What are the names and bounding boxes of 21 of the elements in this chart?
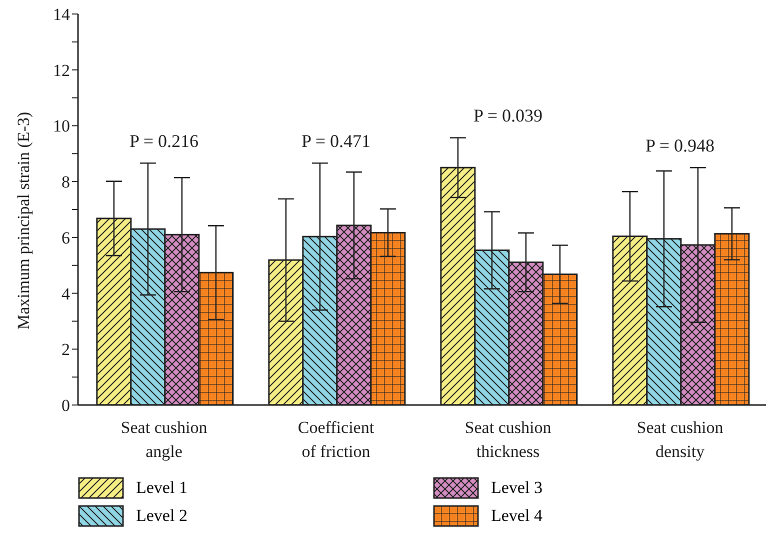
- annotation: P = 0.471: [302, 131, 370, 152]
- legend-label: Level 4: [491, 506, 542, 526]
- y-tick-label: 2: [62, 340, 70, 360]
- annotation: P = 0.039: [474, 106, 542, 126]
- y-tick-label: 14: [53, 5, 70, 24]
- x-tick-label: Coefficient of friction: [298, 418, 374, 461]
- annotation: P = 0.216: [130, 131, 198, 152]
- annotation: P = 0.948: [646, 136, 714, 156]
- x-tick-label: Seat cushion angle: [120, 418, 208, 461]
- y-tick-label: 6: [62, 228, 70, 248]
- y-tick-label: 8: [62, 172, 70, 192]
- y-tick-label: 12: [53, 60, 70, 80]
- x-tick-label: Seat cushion thickness: [464, 418, 552, 461]
- y-tick-label: 10: [53, 116, 70, 136]
- legend-label: Level 2: [136, 506, 188, 526]
- x-tick-label: Seat cushion density: [636, 418, 724, 461]
- legend-label: Level 3: [491, 478, 542, 498]
- y-axis-title: Maximum principal strain (E-3): [14, 112, 34, 330]
- y-tick-label: 0: [62, 396, 70, 416]
- y-tick-label: 4: [62, 284, 70, 304]
- legend-label: Level 1: [136, 478, 188, 498]
